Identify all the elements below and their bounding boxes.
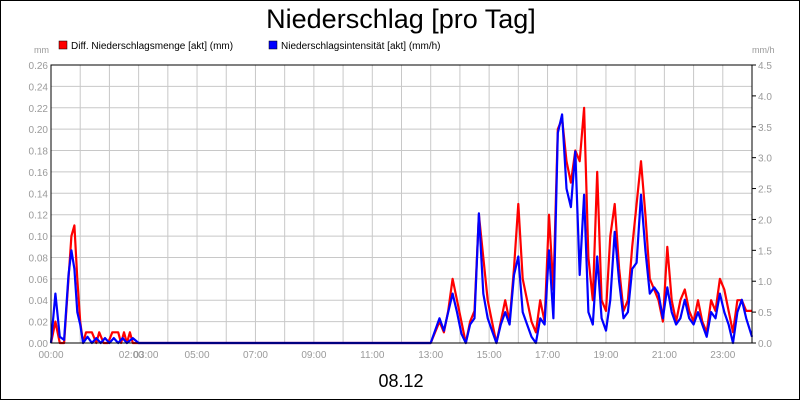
- left-tick-label: 0.00: [29, 339, 49, 350]
- x-tick-label: 19:00: [593, 350, 618, 361]
- left-tick-label: 0.12: [29, 211, 49, 222]
- right-axis-unit: mm/h: [752, 45, 775, 55]
- left-tick-label: 0.10: [29, 232, 49, 243]
- plot-area-border: [50, 64, 753, 344]
- left-tick-label: 0.04: [29, 296, 49, 307]
- left-axis-ticks: 0.00 0.02 0.04 0.06 0.08 0.10 0.12 0.14 0.16 0.18…: [29, 61, 49, 350]
- legend-label-menge: Diff. Niederschlagsmenge [akt] (mm): [71, 41, 233, 52]
- left-tick-label: 0.16: [29, 168, 49, 179]
- x-tick-label: 13:00: [418, 350, 443, 361]
- left-tick-label: 0.02: [29, 318, 49, 329]
- right-tick-label: 1.0: [758, 277, 772, 288]
- x-tick-label: 11:00: [360, 350, 385, 361]
- left-tick-label: 0.14: [29, 189, 49, 200]
- x-tick-label: 00:00: [38, 350, 63, 361]
- x-tick-label: 07:00: [243, 350, 268, 361]
- legend-label-intensitaet: Niederschlagsintensität [akt] (mm/h): [281, 41, 441, 52]
- right-tick-label: 3.5: [758, 123, 772, 134]
- left-tick-label: 0.20: [29, 125, 49, 136]
- left-tick-label: 0.06: [29, 275, 49, 286]
- x-tick-label: 15:00: [477, 350, 502, 361]
- x-tick-label: 21:00: [652, 350, 677, 361]
- right-tick-label: 0.5: [758, 308, 772, 319]
- legend-swatch-blue: [268, 40, 278, 50]
- series-lines: [49, 106, 754, 345]
- right-tick-label: 2.0: [758, 215, 772, 226]
- right-tick-label: 4.0: [758, 92, 772, 103]
- right-tick-label: 1.5: [758, 246, 772, 257]
- right-tick-label: 2.5: [758, 185, 772, 196]
- x-tick-label: 23:00: [710, 350, 735, 361]
- date-label: 08.12: [378, 371, 423, 391]
- x-tick-label: 17:00: [535, 350, 560, 361]
- left-tick-label: 0.22: [29, 104, 49, 115]
- left-tick-label: 0.08: [29, 253, 49, 264]
- series-line-menge: [49, 106, 752, 345]
- legend-swatch-red: [58, 40, 68, 50]
- series-line-intensitaet: [49, 113, 754, 345]
- chart-title: Niederschlag [pro Tag]: [266, 4, 536, 34]
- x-tick-label: 05:00: [185, 350, 210, 361]
- right-tick-label: 3.0: [758, 154, 772, 165]
- grid: [51, 64, 752, 344]
- x-tick-label: 03:00: [133, 350, 158, 361]
- right-axis-ticks: 0.0 0.5 1.0 1.5 2.0 2.5 3.0 3.5 4.0 4.5: [752, 61, 772, 350]
- left-tick-label: 0.26: [29, 61, 49, 72]
- left-tick-label: 0.24: [29, 82, 49, 93]
- left-tick-label: 0.18: [29, 147, 49, 158]
- left-axis-unit: mm: [34, 45, 49, 55]
- x-tick-label: 02:00: [119, 350, 144, 361]
- x-tick-label: 09:00: [301, 350, 326, 361]
- right-tick-label: 0.0: [758, 339, 772, 350]
- right-tick-label: 4.5: [758, 61, 772, 72]
